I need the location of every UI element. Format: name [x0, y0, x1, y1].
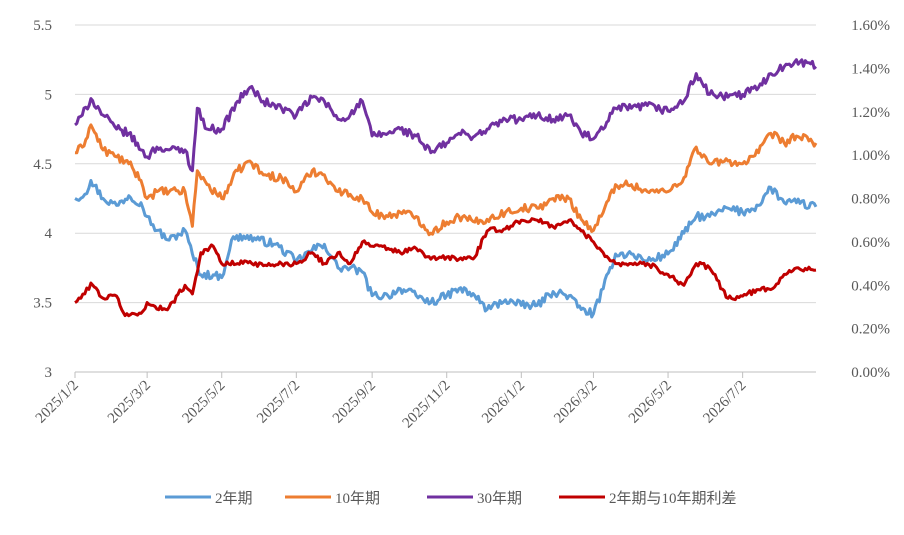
series-line	[74, 123, 818, 237]
y-left-tick-label: 5.5	[33, 18, 52, 34]
y-left-tick-label: 4	[45, 226, 53, 242]
legend-label: 2年期与10年期利差	[609, 490, 737, 507]
legend-label: 10年期	[335, 490, 380, 507]
y-right-tick-label: 1.40%	[851, 61, 890, 77]
legend: 2年期 10年期 30年期 2年期与10年期利差	[165, 490, 737, 507]
x-tick-label: 2025/9/2	[330, 378, 379, 427]
series-lines	[74, 58, 818, 319]
x-tick-label: 2025/11/2	[400, 378, 454, 432]
x-tick-label: 2025/7/2	[254, 378, 303, 427]
y-right-tick-label: 0.40%	[851, 278, 890, 294]
y-right-tick-label: 0.60%	[851, 235, 890, 251]
x-tick-label: 2026/1/2	[479, 378, 528, 427]
y-right-tick-label: 0.80%	[851, 192, 890, 208]
y-left-tick-label: 3	[45, 365, 53, 381]
axes: 3 3.5 4 4.5 5 5.5 0.00% 0.20% 0.40% 0.60% 0.80% 1.0…	[33, 18, 890, 431]
grid-lines	[75, 24, 816, 304]
y-left-tick-label: 4.5	[33, 157, 52, 173]
y-right-tick-label: 0.20%	[851, 322, 890, 338]
y-right-tick-label: 1.20%	[851, 105, 890, 121]
x-tick-label: 2026/7/2	[700, 378, 749, 427]
x-tick-label: 2025/3/2	[105, 378, 154, 427]
y-left-tick-label: 5	[45, 87, 53, 103]
x-tick-label: 2026/5/2	[626, 378, 675, 427]
legend-label: 2年期	[215, 490, 253, 507]
x-tick-label: 2026/3/2	[551, 378, 600, 427]
x-tick-label: 2025/5/2	[180, 378, 229, 427]
y-left-tick-label: 3.5	[33, 296, 52, 312]
y-right-tick-label: 1.00%	[851, 148, 890, 164]
series-line	[74, 58, 817, 173]
series-line	[74, 217, 817, 318]
y-right-tick-label: 0.00%	[851, 365, 890, 381]
x-tick-label: 2025/1/2	[33, 378, 82, 427]
series-line	[74, 179, 818, 319]
y-right-tick-label: 1.60%	[851, 18, 890, 34]
legend-label: 30年期	[477, 490, 522, 507]
